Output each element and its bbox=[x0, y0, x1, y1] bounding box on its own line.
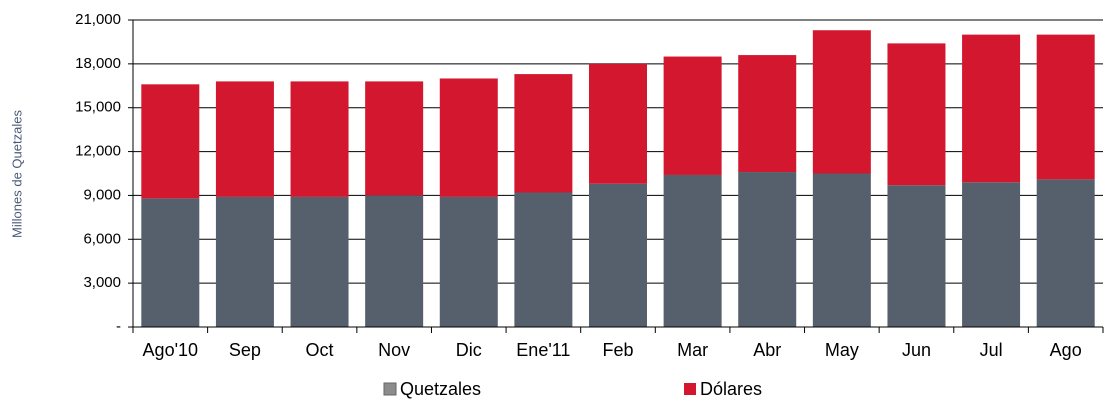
bar-segment bbox=[141, 84, 200, 199]
bar-segment bbox=[439, 78, 498, 197]
x-tick-label: Sep bbox=[229, 340, 261, 360]
bar-segment bbox=[812, 173, 871, 327]
bar-segment bbox=[141, 198, 200, 327]
y-tick-label: - bbox=[116, 318, 121, 335]
y-tick-label: 3,000 bbox=[83, 274, 121, 291]
bar-segment bbox=[962, 182, 1021, 327]
y-tick-label: 18,000 bbox=[75, 55, 121, 72]
bar-segment bbox=[365, 81, 424, 196]
bar-segment bbox=[365, 195, 424, 327]
bar-segment bbox=[290, 81, 349, 197]
x-tick-label: Mar bbox=[677, 340, 708, 360]
bar-segment bbox=[738, 55, 797, 173]
y-tick-label: 15,000 bbox=[75, 99, 121, 116]
x-tick-label: Jul bbox=[980, 340, 1003, 360]
y-tick-label: 6,000 bbox=[83, 230, 121, 247]
legend-swatch bbox=[383, 382, 397, 396]
x-tick-label: Nov bbox=[378, 340, 410, 360]
x-tick-label: Ene'11 bbox=[516, 340, 570, 360]
bar-segment bbox=[215, 81, 274, 197]
bar-segment bbox=[812, 30, 871, 174]
bar-segment bbox=[589, 183, 647, 327]
bar-segment bbox=[887, 185, 946, 327]
x-tick-label: Abr bbox=[753, 340, 781, 360]
y-axis-label: Millones de Quetzales bbox=[9, 110, 24, 238]
bar-segment bbox=[439, 196, 498, 327]
bar-segment bbox=[514, 192, 573, 327]
bar-segment bbox=[290, 196, 349, 327]
legend-label: Quetzales bbox=[400, 379, 481, 399]
legend-swatch bbox=[684, 383, 696, 395]
bar-segment bbox=[962, 34, 1021, 183]
x-tick-label: Ago'10 bbox=[143, 340, 199, 360]
legend-label: Dólares bbox=[700, 379, 762, 399]
bar-segment bbox=[738, 172, 797, 327]
x-tick-label: Feb bbox=[602, 340, 633, 360]
bar-segment bbox=[663, 56, 722, 175]
bar-segment bbox=[887, 43, 946, 186]
x-tick-label: May bbox=[825, 340, 859, 360]
x-tick-label: Jun bbox=[902, 340, 931, 360]
y-tick-label: 12,000 bbox=[75, 143, 121, 160]
bar-segment bbox=[1036, 34, 1095, 180]
x-tick-label: Ago bbox=[1050, 340, 1082, 360]
bar-segment bbox=[589, 63, 647, 184]
bar-segment bbox=[514, 74, 573, 193]
x-tick-label: Oct bbox=[306, 340, 334, 360]
bar-segment bbox=[215, 196, 274, 327]
bar-segment bbox=[663, 174, 722, 327]
x-tick-label: Dic bbox=[456, 340, 482, 360]
y-tick-label: 21,000 bbox=[75, 11, 121, 28]
y-tick-label: 9,000 bbox=[83, 186, 121, 203]
bar-segment bbox=[1036, 179, 1095, 327]
